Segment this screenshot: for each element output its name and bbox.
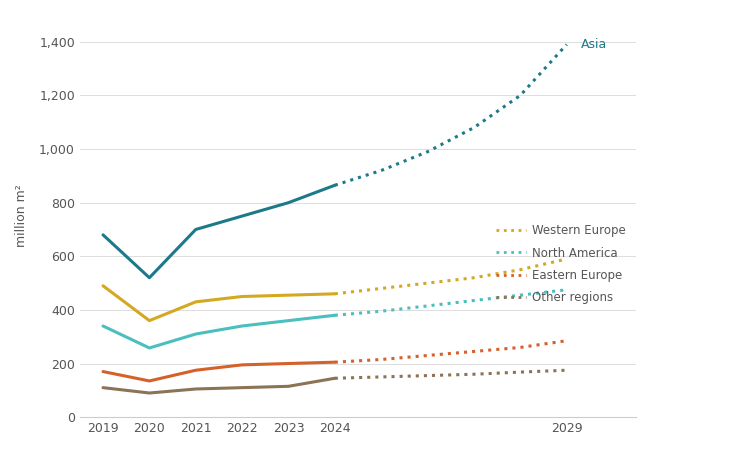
Text: Asia: Asia [581, 38, 607, 51]
Y-axis label: million m²: million m² [15, 184, 28, 248]
Legend: Western Europe, North America, Eastern Europe, Other regions: Western Europe, North America, Eastern E… [491, 220, 630, 309]
